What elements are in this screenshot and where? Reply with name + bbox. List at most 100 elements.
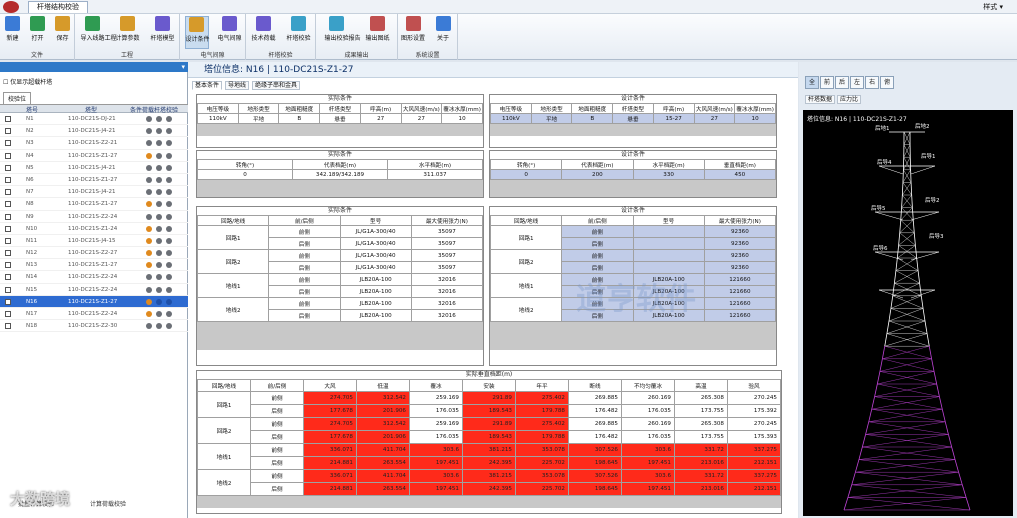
tower-list-row[interactable]: N7 110-DC21S-J4-21	[0, 186, 188, 199]
tower-type: 110-DC21S-Z1-27	[68, 201, 118, 208]
row-checkbox[interactable]	[5, 250, 11, 257]
tower-type: 110-DC21S-Z1-27	[68, 152, 118, 159]
tower-list-row[interactable]: N1 110-DC21S-DJ-21	[0, 113, 188, 126]
tower-list-row[interactable]: N14 110-DC21S-Z2-24	[0, 271, 188, 284]
tower-list-row[interactable]: N9 110-DC21S-Z2-24	[0, 211, 188, 223]
row-checkbox[interactable]	[5, 116, 11, 122]
tower-list-row[interactable]: N8 110-DC21S-Z1-27	[0, 198, 188, 211]
ribbon-button[interactable]: 输出校验报告	[325, 16, 361, 42]
tower-member	[933, 371, 938, 385]
row-checkbox[interactable]	[5, 225, 11, 232]
ribbon-button[interactable]: 关于	[431, 16, 455, 42]
style-menu[interactable]: 样式 ▾	[983, 3, 1003, 11]
load-check-button[interactable]: 计算荷载校验	[90, 501, 127, 508]
tower-list-row[interactable]: N6 110-DC21S-Z1-27	[0, 174, 188, 187]
actual-span-panel: 实际条件 转角(°) 代表档距(m) 水平档距(m) 0 342.189/342.189…	[196, 150, 484, 198]
ribbon-button[interactable]: 导入线路工程	[81, 16, 117, 42]
table-cell: 121660	[703, 273, 777, 286]
row-checkbox[interactable]	[5, 286, 11, 293]
row-checkbox[interactable]	[5, 140, 11, 147]
table-header-cell: 回路/地线	[197, 379, 251, 392]
row-checkbox[interactable]	[5, 152, 11, 159]
tab-insulator[interactable]: 绝缘子串和金具	[252, 81, 301, 90]
status-dot-gray	[156, 311, 162, 317]
ribbon-button[interactable]: 图形设置	[401, 16, 425, 42]
overload-filter-checkbox[interactable]: ☐ 仅显示超载杆塔	[3, 79, 53, 86]
tower-list-row[interactable]: N12 110-DC21S-Z2-27	[0, 247, 188, 260]
tab-tower-data[interactable]: 杆塔数据	[805, 95, 836, 104]
batch-check-button[interactable]: 批量计算校验	[18, 501, 55, 508]
tower-number: N4	[26, 152, 34, 159]
table-cell: 270.245	[727, 391, 781, 405]
tower-list-row[interactable]: N5 110-DC21S-J4-21	[0, 162, 188, 174]
ribbon-button[interactable]: 杆塔校验	[287, 16, 311, 42]
sidebar-tab[interactable]: 校验位	[3, 92, 32, 104]
row-checkbox[interactable]	[5, 237, 11, 244]
tower-member	[851, 484, 967, 498]
table-cell: 265.308	[674, 391, 728, 405]
view-button[interactable]: 前	[820, 76, 835, 89]
row-checkbox[interactable]	[5, 262, 11, 269]
table-row: 地线2 前侧 JLB20A-100 32016	[196, 297, 484, 322]
viewport-title: 塔位信息: N16 | 110-DC21S-Z1-27	[807, 116, 907, 123]
tower-list-row[interactable]: N16 110-DC21S-Z1-27	[0, 295, 188, 308]
tower-3d-viewport[interactable]: 塔位信息: N16 | 110-DC21S-Z1-27 后地1 后地2 后导4 后导1…	[803, 110, 1013, 516]
window-tab[interactable]: 杆塔结构校验	[28, 1, 88, 13]
row-checkbox[interactable]	[5, 274, 11, 281]
view-button[interactable]: 俯	[880, 76, 895, 89]
row-checkbox[interactable]	[5, 201, 11, 208]
status-dot-gray	[156, 237, 162, 244]
tower-list-row[interactable]: N17 110-DC21S-Z2-24	[0, 308, 188, 321]
tower-member	[911, 194, 913, 208]
collapse-icon[interactable]: ▾	[181, 63, 185, 71]
row-checkbox[interactable]	[5, 298, 11, 305]
table-cell: 381.215	[462, 443, 516, 457]
ribbon-button[interactable]: 保存	[51, 16, 75, 42]
row-checkbox[interactable]	[5, 128, 11, 135]
ribbon-group-name: 系统设置	[415, 52, 440, 59]
tower-number: N12	[26, 250, 38, 257]
status-dot-gray	[156, 262, 162, 269]
table-cell: 337.275	[727, 443, 781, 457]
tab-stress-ratio[interactable]: 应力比	[837, 95, 862, 104]
tower-list-row[interactable]: N3 110-DC21S-Z2-21	[0, 137, 188, 150]
row-checkbox[interactable]	[5, 176, 11, 183]
view-button[interactable]: 全	[805, 76, 820, 89]
tab-basic[interactable]: 基本条件	[192, 81, 223, 90]
ribbon-button[interactable]: 新建	[1, 16, 25, 42]
row-checkbox[interactable]	[5, 213, 11, 220]
row-checkbox[interactable]	[5, 164, 11, 171]
tower-list-row[interactable]: N15 110-DC21S-Z2-24	[0, 284, 188, 296]
ribbon-button[interactable]: 设计条件	[184, 16, 210, 49]
tower-list-row[interactable]: N10 110-DC21S-Z1-24	[0, 223, 188, 235]
tower-member	[895, 257, 917, 271]
view-button[interactable]: 后	[835, 76, 850, 89]
table-cell: 32016	[410, 285, 484, 298]
ribbon-button[interactable]: 电气间隙	[218, 16, 242, 42]
tab-conductor[interactable]: 导地线	[225, 81, 250, 90]
ribbon-button[interactable]: 输出图纸	[366, 16, 390, 42]
status-dot-gray	[146, 140, 152, 147]
tower-list-row[interactable]: N13 110-DC21S-Z1-27	[0, 259, 188, 272]
tower-list-row[interactable]: N4 110-DC21S-Z1-27	[0, 150, 188, 162]
row-checkbox[interactable]	[5, 189, 11, 196]
table-cell: 前侧	[268, 273, 341, 286]
row-checkbox[interactable]	[5, 323, 11, 330]
main-tabs: 基本条件 导地线 绝缘子串和金具	[192, 80, 303, 90]
ribbon-button[interactable]: 杆塔模型	[151, 16, 175, 42]
view-button[interactable]: 左	[850, 76, 865, 89]
tower-member	[855, 472, 963, 485]
tower-list-row[interactable]: N18 110-DC21S-Z2-30	[0, 320, 188, 333]
tower-list-row[interactable]: N2 110-DC21S-J4-21	[0, 125, 188, 138]
view-button[interactable]: 右	[865, 76, 880, 89]
tower-member	[903, 131, 911, 145]
tower-member	[899, 220, 902, 233]
ribbon-button[interactable]: 计算参数	[116, 16, 140, 42]
ribbon-button[interactable]: 技术荷载	[252, 16, 276, 42]
tower-member	[931, 358, 935, 372]
ribbon-button[interactable]: 打开	[26, 16, 50, 42]
row-checkbox[interactable]	[5, 311, 11, 317]
table-cell: 198.645	[568, 456, 622, 470]
tower-list-row[interactable]: N11 110-DC21S-J4-15	[0, 235, 188, 248]
